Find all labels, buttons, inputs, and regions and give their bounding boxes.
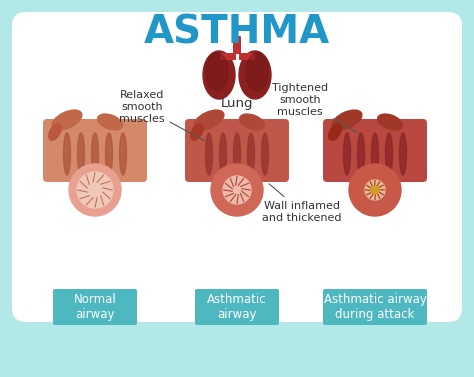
- Ellipse shape: [203, 51, 235, 99]
- Circle shape: [371, 186, 379, 194]
- Ellipse shape: [49, 124, 61, 140]
- Ellipse shape: [119, 133, 127, 175]
- Ellipse shape: [329, 124, 341, 140]
- Text: Asthmatic
airway: Asthmatic airway: [207, 293, 267, 321]
- Circle shape: [69, 164, 121, 216]
- Text: Asthmatic airway
during attack: Asthmatic airway during attack: [324, 293, 427, 321]
- Ellipse shape: [378, 114, 402, 130]
- Ellipse shape: [262, 133, 268, 175]
- FancyBboxPatch shape: [8, 8, 466, 369]
- Text: Lung: Lung: [221, 97, 253, 109]
- FancyBboxPatch shape: [12, 12, 462, 322]
- Text: Tightened
smooth
muscles: Tightened smooth muscles: [272, 83, 357, 133]
- FancyBboxPatch shape: [220, 53, 236, 60]
- Ellipse shape: [357, 133, 365, 175]
- Text: Wall inflamed
and thickened: Wall inflamed and thickened: [262, 184, 342, 223]
- Ellipse shape: [344, 133, 350, 175]
- FancyBboxPatch shape: [195, 289, 279, 325]
- Ellipse shape: [385, 133, 392, 175]
- Circle shape: [77, 172, 113, 208]
- Ellipse shape: [372, 133, 379, 175]
- Text: Normal
airway: Normal airway: [73, 293, 117, 321]
- Ellipse shape: [206, 133, 212, 175]
- Ellipse shape: [246, 53, 268, 91]
- Circle shape: [223, 176, 251, 204]
- Ellipse shape: [400, 133, 407, 175]
- FancyBboxPatch shape: [185, 119, 289, 182]
- Circle shape: [365, 180, 385, 200]
- Circle shape: [211, 164, 263, 216]
- Ellipse shape: [239, 51, 271, 99]
- FancyBboxPatch shape: [43, 119, 147, 182]
- Ellipse shape: [106, 133, 112, 175]
- Ellipse shape: [247, 133, 255, 175]
- Text: Relaxed
smooth
muscles: Relaxed smooth muscles: [119, 90, 205, 141]
- FancyBboxPatch shape: [233, 36, 241, 54]
- Ellipse shape: [234, 133, 240, 175]
- Circle shape: [349, 164, 401, 216]
- Ellipse shape: [332, 110, 362, 130]
- FancyBboxPatch shape: [323, 119, 427, 182]
- FancyBboxPatch shape: [323, 289, 427, 325]
- Ellipse shape: [52, 110, 82, 130]
- Ellipse shape: [98, 114, 122, 130]
- Ellipse shape: [206, 53, 228, 91]
- Text: ASTHMA: ASTHMA: [144, 13, 330, 51]
- Ellipse shape: [64, 133, 71, 175]
- Ellipse shape: [78, 133, 84, 175]
- FancyBboxPatch shape: [53, 289, 137, 325]
- FancyBboxPatch shape: [239, 53, 255, 60]
- Ellipse shape: [91, 133, 99, 175]
- Ellipse shape: [194, 110, 224, 130]
- Ellipse shape: [191, 124, 203, 140]
- Ellipse shape: [239, 114, 264, 130]
- Ellipse shape: [219, 133, 227, 175]
